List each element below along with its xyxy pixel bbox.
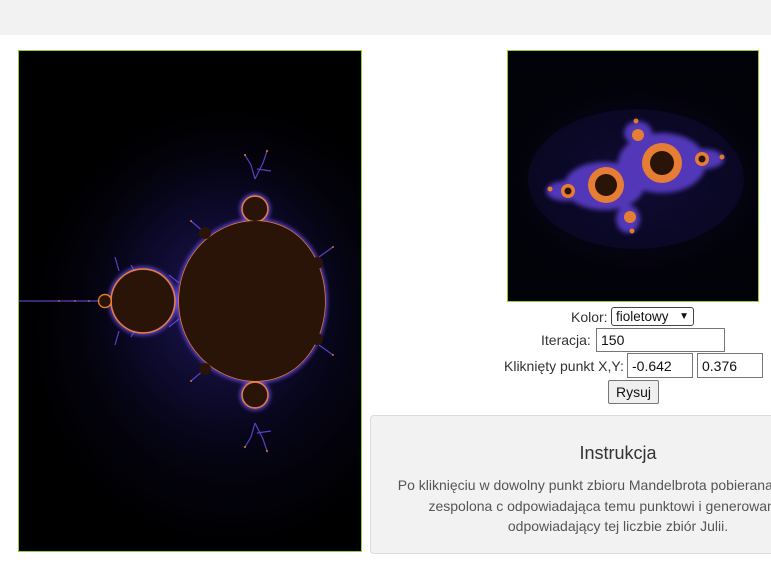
instructions-line-3: odpowiadający tej liczbie zbiór Julii. <box>507 518 729 534</box>
clicked-point-label: Kliknięty punkt X,Y: <box>504 358 624 374</box>
color-select[interactable]: fioletowy ▼ <box>611 307 694 326</box>
mandelbrot-canvas[interactable] <box>18 50 362 552</box>
instructions-title: Instrukcja <box>579 443 657 463</box>
color-label: Kolor: <box>571 309 608 325</box>
instructions-text: Po kliknięciu w dowolny punkt zbioru Man… <box>370 475 771 537</box>
iteration-input[interactable] <box>596 328 725 352</box>
point-x-input[interactable] <box>627 353 693 378</box>
julia-canvas <box>507 50 759 302</box>
instructions-panel <box>370 415 771 554</box>
mandelbrot-fractal-image <box>19 126 361 476</box>
instructions-line-1: Po kliknięciu w dowolny punkt zbioru Man… <box>397 477 771 493</box>
color-select-value: fioletowy <box>616 309 669 324</box>
draw-button[interactable]: Rysuj <box>608 380 659 404</box>
instructions-line-2: zespolona c odpowiadająca temu punktowi … <box>428 497 771 514</box>
iteration-label: Iteracja: <box>541 332 591 348</box>
julia-fractal-image <box>528 109 744 249</box>
top-bar <box>0 0 771 35</box>
chevron-down-icon: ▼ <box>679 311 689 322</box>
point-y-input[interactable] <box>697 353 763 378</box>
